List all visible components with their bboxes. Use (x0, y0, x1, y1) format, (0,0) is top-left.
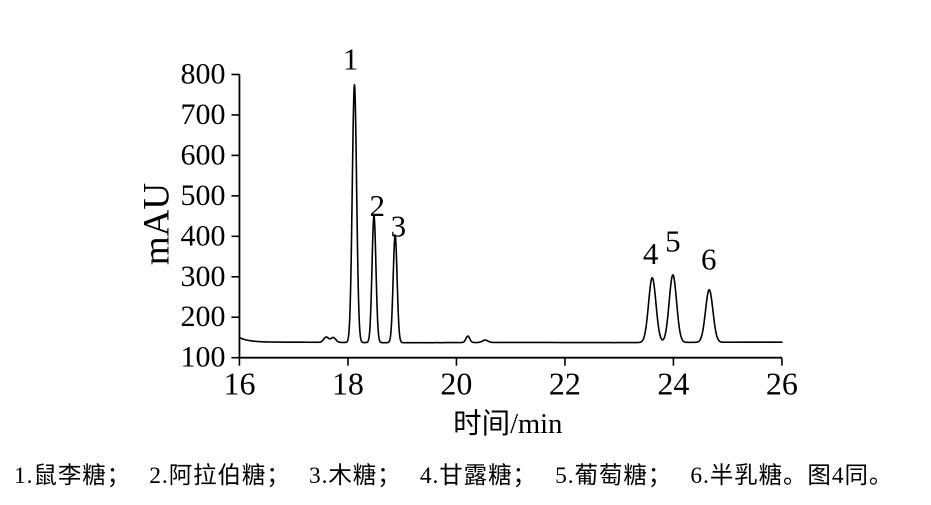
svg-text:16: 16 (223, 366, 255, 402)
svg-text:800: 800 (180, 57, 225, 90)
svg-text:500: 500 (180, 179, 225, 212)
svg-text:20: 20 (440, 366, 472, 402)
svg-text:3: 3 (391, 208, 407, 243)
svg-text:4: 4 (643, 236, 659, 271)
svg-text:1: 1 (343, 42, 359, 77)
svg-text:18: 18 (332, 366, 364, 402)
svg-text:6: 6 (701, 242, 717, 277)
svg-text:200: 200 (180, 300, 225, 333)
svg-text:300: 300 (180, 260, 225, 293)
svg-text:5: 5 (665, 224, 681, 259)
svg-text:700: 700 (180, 98, 225, 131)
svg-text:2: 2 (369, 188, 385, 223)
svg-text:22: 22 (549, 366, 581, 402)
svg-text:100: 100 (180, 341, 225, 374)
svg-text:400: 400 (180, 219, 225, 252)
svg-text:24: 24 (657, 366, 689, 402)
svg-text:时间/min: 时间/min (453, 408, 562, 440)
svg-text:26: 26 (766, 366, 798, 402)
svg-text:600: 600 (180, 138, 225, 171)
